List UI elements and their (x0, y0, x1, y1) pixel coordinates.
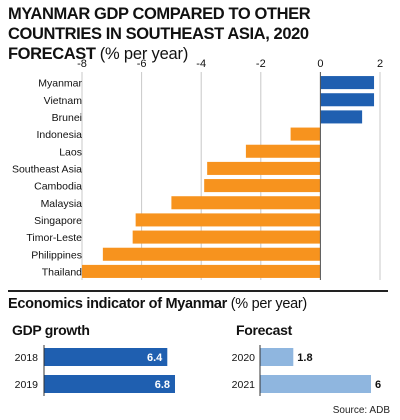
gdp-growth-year-label: 2018 (15, 352, 39, 364)
bar-thailand (82, 264, 321, 278)
bar-myanmar (320, 76, 375, 90)
category-label: Singapore (34, 215, 82, 227)
category-label: Malaysia (41, 198, 83, 210)
forecast-value-label: 6 (375, 379, 381, 391)
category-label: Thailand (42, 266, 82, 278)
bar-philippines (102, 247, 321, 261)
forecast-year-label: 2020 (232, 352, 256, 364)
bar-laos (245, 144, 321, 158)
gdp-growth-value-label: 6.8 (155, 379, 170, 391)
bar-cambodia (204, 179, 321, 193)
category-label: Vietnam (44, 95, 83, 107)
source-note: Source: ADB (332, 405, 390, 416)
category-label: Southeast Asia (12, 163, 82, 175)
bar-southeast-asia (207, 161, 321, 175)
category-label: Myanmar (38, 78, 82, 90)
x-tick-label: -6 (137, 58, 147, 70)
gdp-growth-bar (44, 375, 175, 393)
bar-singapore (135, 213, 321, 227)
bar-vietnam (320, 93, 375, 107)
forecast-year-label: 2021 (232, 379, 256, 391)
section-title: Economics indicator of Myanmar (% per ye… (8, 296, 307, 312)
x-tick-label: -4 (196, 58, 206, 70)
bar-indonesia (290, 127, 321, 141)
gdp-growth-title: GDP growth (12, 322, 90, 338)
bar-brunei (320, 110, 363, 124)
x-tick-label: -2 (256, 58, 266, 70)
category-label: Laos (59, 146, 82, 158)
category-label: Timor-Leste (26, 232, 82, 244)
gdp-growth-year-label: 2019 (15, 379, 39, 391)
section-divider (8, 290, 388, 292)
gdp-growth-bar (44, 348, 168, 366)
section-title-unit: (% per year) (230, 296, 307, 312)
category-label: Brunei (52, 112, 82, 124)
bar-timor-leste (132, 230, 321, 244)
x-tick-label: -8 (77, 58, 87, 70)
chart-title: MYANMAR GDP COMPARED TO OTHER COUNTRIES … (8, 4, 396, 64)
forecast-bar (260, 375, 371, 393)
gdp-growth-value-label: 6.4 (147, 352, 163, 364)
forecast-title: Forecast (236, 322, 292, 338)
category-label: Indonesia (36, 129, 82, 141)
section-title-text: Economics indicator of Myanmar (8, 296, 228, 312)
chart-title-unit: (% per year) (99, 45, 189, 63)
bar-malaysia (171, 196, 321, 210)
forecast-value-label: 1.8 (297, 352, 312, 364)
x-tick-label: 0 (317, 58, 323, 70)
forecast-bar (260, 348, 294, 366)
x-tick-label: 2 (377, 58, 383, 70)
category-label: Philippines (31, 249, 82, 261)
category-label: Cambodia (34, 181, 82, 193)
chart-title-main: MYANMAR GDP COMPARED TO OTHER COUNTRIES … (8, 5, 311, 63)
